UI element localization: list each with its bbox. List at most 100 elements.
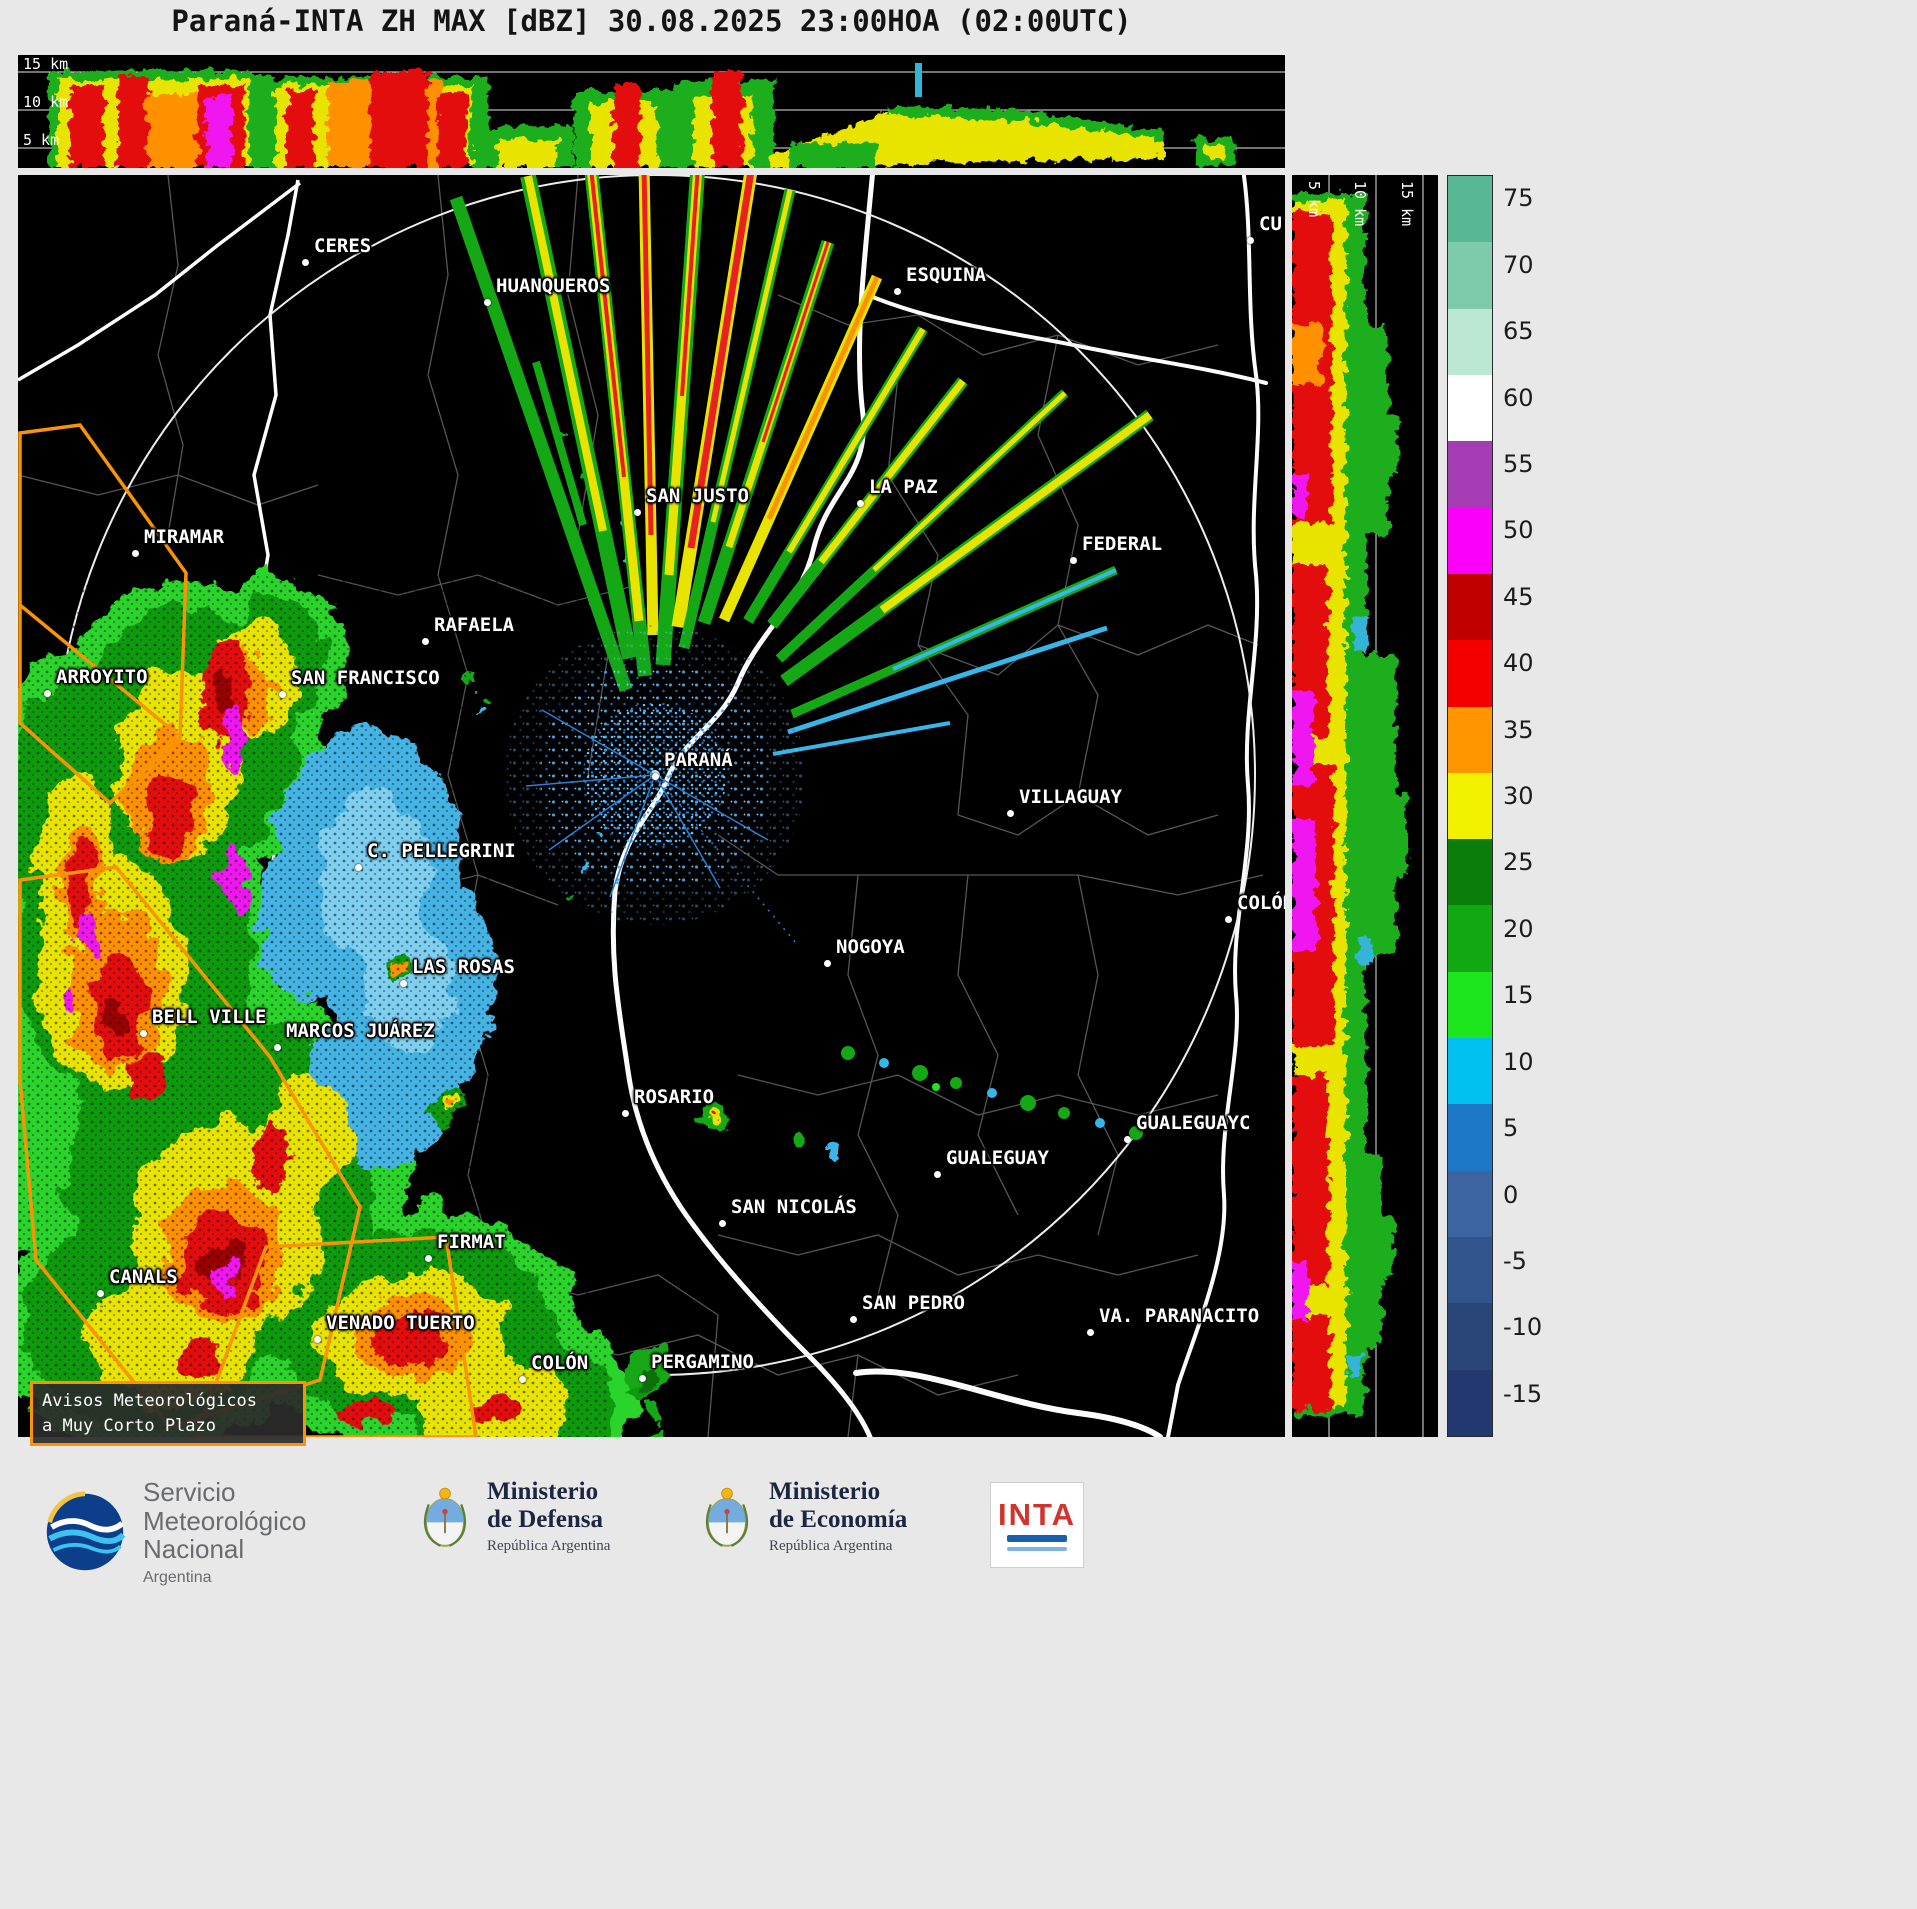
colorbar-ticks: 75 70 65 60 55 50 45 40 35 30 25 20 15 10 5 0 -5 -10 -15 <box>1503 175 1567 1437</box>
city-dot <box>519 1376 526 1383</box>
city-label: SAN FRANCISCO <box>291 667 440 689</box>
city-label: ROSARIO <box>634 1086 715 1108</box>
inta-bar-dark <box>1007 1535 1067 1542</box>
colorbar-tick-label: 0 <box>1503 1180 1519 1209</box>
height-label-5km-rot: 5 km <box>1305 181 1323 218</box>
ministry-defensa-text: Ministerio de Defensa República Argentin… <box>487 1478 610 1555</box>
colorbar-segment <box>1448 573 1492 641</box>
right-cross-section-panel: 5 km 10 km 15 km <box>1292 175 1438 1437</box>
city-label: VENADO TUERTO <box>326 1312 475 1334</box>
coat-of-arms-icon <box>705 1487 749 1547</box>
top-cross-section-panel: 15 km 10 km 5 km <box>18 55 1285 168</box>
city-label: MIRAMAR <box>144 526 225 548</box>
city-label: LA PAZ <box>869 476 938 498</box>
city-dot <box>1070 557 1077 564</box>
smn-country: Argentina <box>143 1568 212 1586</box>
city-dot <box>44 690 51 697</box>
colorbar-tick-label: 50 <box>1503 516 1534 545</box>
coat-of-arms-icon <box>423 1487 467 1547</box>
smn-name-line3: Nacional <box>143 1534 245 1565</box>
city-dot <box>400 980 407 987</box>
city-dot <box>274 1044 281 1051</box>
footer: Servicio Meteorológico Nacional Argentin… <box>0 1468 1917 1648</box>
city-dot <box>425 1255 432 1262</box>
city-dot <box>850 1316 857 1323</box>
city-dot <box>484 299 491 306</box>
top-cross-section-chart <box>18 55 1285 168</box>
radar-map-panel: CERES HUANQUEROS ESQUINA CU SAN JUSTO LA PAZ F… <box>18 175 1285 1437</box>
right-cross-section-chart <box>1292 175 1438 1437</box>
colorbar-tick-label: 75 <box>1503 184 1534 213</box>
inta-wordmark: INTA <box>997 1497 1077 1532</box>
colorbar-tick-label: 45 <box>1503 582 1534 611</box>
colorbar-tick-label: -10 <box>1503 1313 1543 1342</box>
city-dot <box>634 509 641 516</box>
city-dot <box>857 500 864 507</box>
city-label: BELL VILLE <box>152 1006 267 1028</box>
small-echo-line <box>841 1046 1143 1140</box>
city-labels-layer: CERES HUANQUEROS ESQUINA CU SAN JUSTO LA PAZ F… <box>18 175 1285 1437</box>
city-label: PERGAMINO <box>651 1351 754 1373</box>
city-label: GUALEGUAYC <box>1136 1112 1251 1134</box>
height-label-5km: 5 km <box>23 131 60 149</box>
city-label: SAN PEDRO <box>862 1292 965 1314</box>
right-profile-echoes <box>1292 193 1408 1415</box>
colorbar-segment <box>1448 1170 1492 1237</box>
colorbar-segment <box>1448 441 1492 508</box>
ministry-economia-group: Ministerio de Economía República Argenti… <box>700 1478 907 1555</box>
colorbar-tick-label: 20 <box>1503 914 1534 943</box>
colorbar-segment <box>1448 772 1492 840</box>
city-label: NOGOYA <box>836 936 905 958</box>
colorbar-segment <box>1448 706 1492 773</box>
colorbar-tick-label: 15 <box>1503 981 1534 1010</box>
radial-spokes-layer <box>449 175 1154 756</box>
colorbar-segment <box>1448 1303 1492 1370</box>
city-label: ARROYITO <box>56 666 148 688</box>
warning-polygons <box>18 423 478 1437</box>
colorbar-segment <box>1448 176 1492 243</box>
ministry-subtitle: República Argentina <box>487 1538 611 1554</box>
colorbar-tick-label: 30 <box>1503 782 1534 811</box>
height-label-10km: 10 km <box>23 93 69 111</box>
city-dot <box>422 638 429 645</box>
warning-note-line1: Avisos Meteorológicos <box>42 1391 257 1411</box>
city-label: FIRMAT <box>437 1231 506 1253</box>
city-dot <box>652 773 659 780</box>
smn-logo-icon <box>46 1491 126 1571</box>
city-dot <box>934 1171 941 1178</box>
city-dot <box>314 1336 321 1343</box>
city-dot <box>1007 810 1014 817</box>
city-label: GUALEGUAY <box>946 1147 1049 1169</box>
colorbar-segment <box>1448 1038 1492 1105</box>
colorbar-scale <box>1447 175 1493 1437</box>
city-dot <box>132 550 139 557</box>
city-label: MARCOS JUÁREZ <box>286 1020 435 1042</box>
page-title: Paraná-INTA ZH MAX [dBZ] 30.08.2025 23:0… <box>171 4 1132 38</box>
city-label: COLÓN <box>1237 892 1285 914</box>
city-dot <box>355 864 362 871</box>
city-dot <box>302 259 309 266</box>
colorbar-segment <box>1448 640 1492 707</box>
colorbar-segment <box>1448 374 1492 442</box>
ministry-name-line2: de Defensa <box>487 1506 603 1533</box>
colorbar-tick-label: 5 <box>1503 1114 1519 1143</box>
colorbar: 75 70 65 60 55 50 45 40 35 30 25 20 15 10 5 0 -5 -10 -15 <box>1447 175 1567 1437</box>
smn-name-line2: Meteorológico <box>143 1505 307 1536</box>
city-dot <box>1124 1136 1131 1143</box>
colorbar-segment <box>1448 507 1492 574</box>
colorbar-tick-label: -15 <box>1503 1379 1543 1408</box>
colorbar-tick-label: 35 <box>1503 715 1534 744</box>
city-label: FEDERAL <box>1082 533 1163 555</box>
inta-bar-light <box>1007 1547 1067 1551</box>
ministry-name-line1: Ministerio <box>769 1478 881 1505</box>
city-label: PARANÁ <box>664 749 733 771</box>
colorbar-tick-label: 70 <box>1503 250 1534 279</box>
city-dot <box>97 1290 104 1297</box>
colorbar-tick-label: 65 <box>1503 317 1534 346</box>
radar-map <box>18 175 1285 1437</box>
smn-text: Servicio Meteorológico Nacional Argentin… <box>143 1478 306 1587</box>
city-label: ESQUINA <box>906 264 987 286</box>
city-label: COLÓN <box>531 1352 589 1374</box>
city-label: LAS ROSAS <box>412 956 515 978</box>
